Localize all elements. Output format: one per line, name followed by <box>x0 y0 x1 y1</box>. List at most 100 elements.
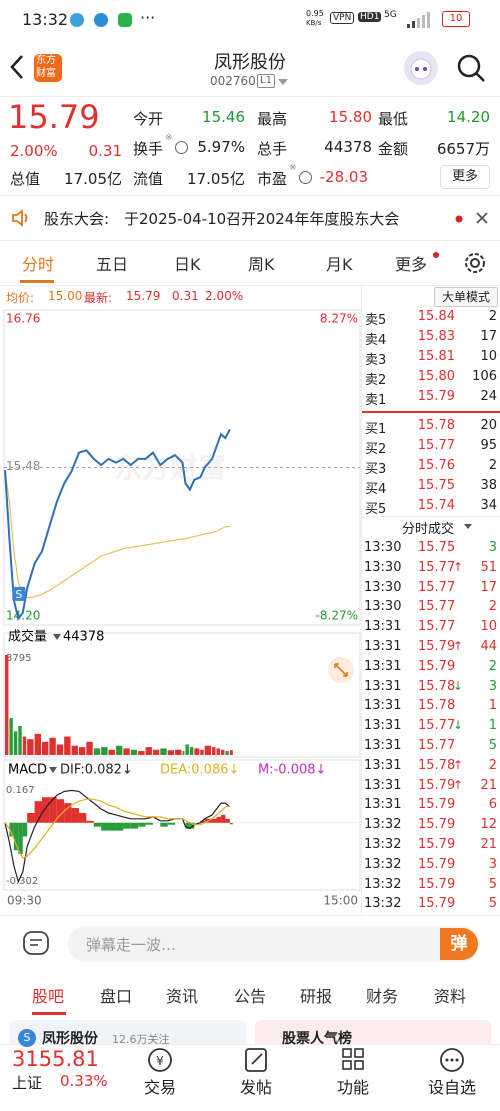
volume-bar <box>5 655 9 755</box>
network: 5G <box>384 10 397 20</box>
field-label: 金额 <box>378 140 409 158</box>
macd-bar <box>93 822 102 827</box>
volume-bar <box>13 731 18 755</box>
macd-bar <box>160 822 168 827</box>
tab[interactable]: 五日 <box>96 255 129 274</box>
trade-time: 13:31 <box>364 619 402 635</box>
dropdown <box>278 79 288 85</box>
trade-volume: 12 <box>480 817 497 833</box>
card-icon: S <box>18 1029 36 1047</box>
volume-bar <box>225 751 229 755</box>
chart-info: 2.00% <box>205 289 244 303</box>
chart-info: 均价: <box>6 291 35 305</box>
trade-time: 13:31 <box>364 777 402 793</box>
dropdown <box>464 524 472 529</box>
section-tab[interactable]: 资讯 <box>166 987 199 1006</box>
comment-input[interactable] <box>68 926 480 962</box>
index-name: 上证 <box>12 1074 43 1092</box>
trade-volume: 2 <box>488 658 497 674</box>
y-tick-label: 14.20 <box>6 609 40 623</box>
notice-close[interactable] <box>450 210 494 228</box>
settings-button[interactable] <box>461 249 489 277</box>
trade-time: 13:31 <box>364 678 402 694</box>
tab[interactable]: 月K <box>326 255 353 274</box>
nav-item[interactable]: 功能 <box>336 1078 369 1097</box>
volume-bar <box>34 733 41 755</box>
divider <box>362 516 500 517</box>
nav-item[interactable]: 设自选 <box>427 1078 476 1097</box>
section-tab[interactable]: 资料 <box>434 987 467 1006</box>
danmaku-button[interactable]: 弹 <box>440 928 478 960</box>
legend-entry: DIF:0.082↓ <box>60 763 133 778</box>
trade-price: 15.78 <box>418 678 456 694</box>
comment-toggle[interactable] <box>22 930 52 958</box>
mode-button[interactable]: 大单模式 <box>434 287 498 307</box>
tab[interactable]: 分时 <box>22 255 55 274</box>
y-tick-label: 16.76 <box>6 312 40 326</box>
volume-bar <box>18 726 22 755</box>
trade-price: 15.77 <box>418 599 456 615</box>
volume-bar <box>27 739 34 755</box>
trade-price: 15.78 <box>418 698 456 714</box>
legend-entry: M:-0.008↓ <box>258 763 326 778</box>
volume-bar <box>175 749 182 755</box>
trade-volume: 17 <box>480 579 497 595</box>
book-volume: 106 <box>472 369 497 384</box>
y2-tick-label: 8.27% <box>320 312 358 326</box>
avatar[interactable] <box>403 50 439 86</box>
tab[interactable]: 日K <box>174 255 201 274</box>
macd-bar <box>101 822 109 831</box>
tab[interactable]: 更多 <box>395 255 428 274</box>
book-volume: 20 <box>480 418 497 433</box>
macd-line <box>4 798 230 859</box>
book-label: 买4 <box>365 482 387 497</box>
trade-price: 15.75 <box>418 540 456 555</box>
book-price: 15.80 <box>417 369 455 384</box>
volume-bar <box>220 749 225 755</box>
macd-bar <box>200 820 205 823</box>
trade-time: 13:32 <box>364 856 402 872</box>
book-price: 15.81 <box>417 349 455 364</box>
field-label: 总手 <box>257 140 288 158</box>
section-tab[interactable]: 盘口 <box>100 987 133 1006</box>
x-tick-label: 09:30 <box>7 894 42 908</box>
section-tab[interactable]: 财务 <box>366 987 399 1006</box>
section-tab[interactable]: 股吧 <box>32 987 65 1006</box>
volume-bar <box>101 747 108 755</box>
logo-box <box>34 54 62 82</box>
trade-volume: 1 <box>488 718 497 734</box>
trade-time: 13:31 <box>364 639 402 654</box>
trade-price: 15.77 <box>418 619 456 635</box>
nav-item[interactable]: 发帖 <box>239 1078 272 1097</box>
section-tab[interactable]: 公告 <box>234 987 267 1006</box>
book-volume: 38 <box>480 478 497 493</box>
book-divider <box>362 411 500 413</box>
macd-bar <box>216 816 221 823</box>
macd-bar <box>41 797 50 823</box>
tab-badge <box>433 252 439 258</box>
volume-bar <box>216 748 220 755</box>
trade-arrow: ↑ <box>453 757 464 772</box>
nav-item[interactable]: 交易 <box>143 1078 176 1097</box>
trade-arrow: ↑ <box>453 639 464 653</box>
tab[interactable]: 周K <box>248 255 275 274</box>
macd-line <box>4 789 231 884</box>
trade-price: 15.77 <box>418 579 456 595</box>
trade-price: 15.79 <box>418 876 456 892</box>
book-price: 15.77 <box>417 438 455 453</box>
logo-text: 财富 <box>36 68 56 79</box>
volume-total: 44378 <box>63 630 104 645</box>
more-button[interactable]: 更多 <box>440 165 490 189</box>
field-value: 17.05亿 <box>64 170 122 188</box>
index-value: 3155.81 <box>12 1047 99 1071</box>
back-button[interactable] <box>6 52 28 82</box>
volume-bar <box>189 747 194 755</box>
trade-volume: 5 <box>488 896 497 912</box>
volume-title: 成交量 <box>8 629 47 645</box>
search-button[interactable] <box>455 52 487 84</box>
index-change: 0.33% <box>60 1072 108 1090</box>
tab-underline <box>20 280 54 283</box>
macd-bar <box>185 822 190 829</box>
section-tab[interactable]: 研报 <box>300 987 333 1006</box>
trade-time: 13:30 <box>364 559 402 575</box>
